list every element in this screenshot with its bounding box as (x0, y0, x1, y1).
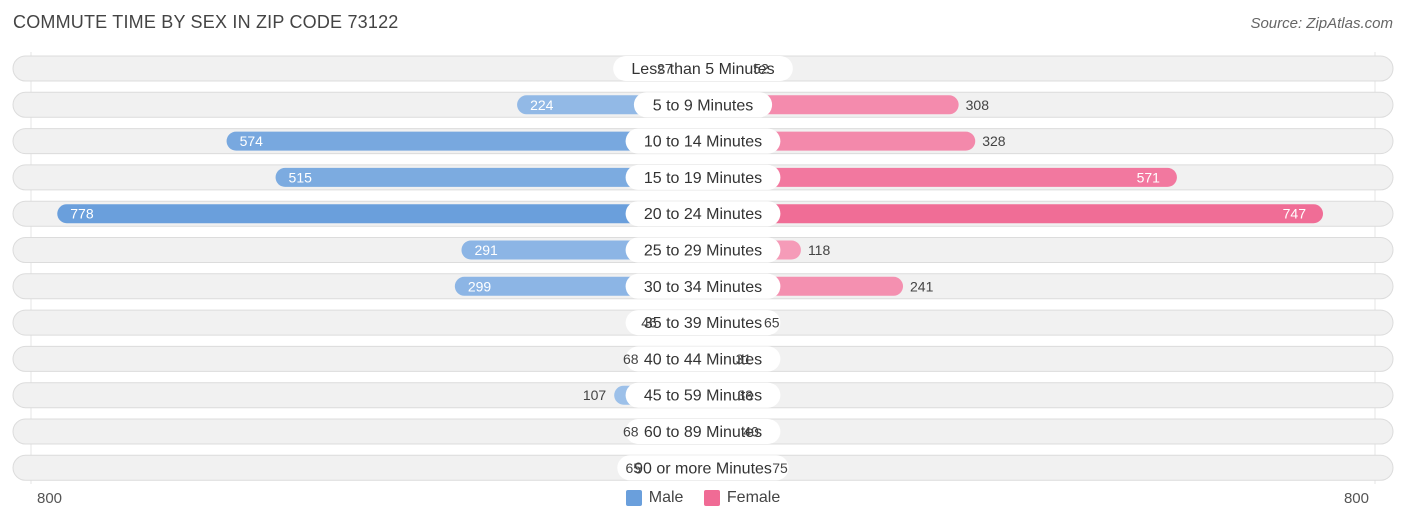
category-label: 30 to 34 Minutes (644, 279, 762, 296)
female-value-label: 52 (753, 61, 769, 77)
male-value-label: 68 (623, 351, 639, 367)
male-value-label: 778 (70, 206, 94, 222)
axis-right-label: 800 (1343, 490, 1369, 507)
legend-label-male: Male (648, 489, 684, 506)
male-value-label: 46 (641, 315, 657, 331)
category-pill (625, 201, 781, 227)
male-value-label: 224 (530, 97, 554, 113)
female-bar[interactable] (693, 167, 1177, 187)
bar-row: 60 to 89 Minutes 68 40 (12, 418, 1394, 445)
male-value-label: 574 (240, 133, 264, 149)
category-label: 20 to 24 Minutes (644, 206, 762, 223)
bar-row: 5 to 9 Minutes 224 308 (12, 91, 1394, 118)
category-pill (625, 382, 781, 408)
female-value-label: 241 (910, 278, 934, 294)
female-value-label: 33 (737, 387, 753, 403)
male-value-label: 299 (468, 278, 492, 294)
female-value-label: 571 (1137, 169, 1161, 185)
female-value-label: 75 (772, 460, 788, 476)
female-value-label: 747 (1283, 206, 1307, 222)
axis-left-label: 800 (37, 490, 63, 507)
category-pill (613, 56, 793, 81)
legend-swatch-male (625, 490, 642, 506)
female-value-label: 40 (743, 424, 759, 440)
female-value-label: 308 (966, 97, 990, 113)
category-pill (617, 455, 789, 481)
legend-label-female: Female (726, 489, 781, 506)
male-value-label: 27 (657, 61, 673, 77)
category-label: 25 to 29 Minutes (644, 243, 762, 260)
male-value-label: 515 (289, 169, 313, 185)
male-bar[interactable] (226, 131, 713, 151)
category-label: 5 to 9 Minutes (653, 97, 754, 114)
category-pill (625, 346, 781, 372)
category-label: 35 to 39 Minutes (644, 315, 762, 332)
legend: Male Female (0, 489, 1406, 511)
category-label: 10 to 14 Minutes (644, 134, 762, 151)
category-label: Less than 5 Minutes (631, 61, 774, 78)
male-value-label: 68 (623, 424, 639, 440)
category-pill (633, 92, 773, 118)
chart-title: COMMUTE TIME BY SEX IN ZIP CODE 73122 (13, 12, 399, 32)
bar-row: 20 to 24 Minutes 778 747 (12, 200, 1394, 227)
bar-row: 40 to 44 Minutes 68 31 (12, 345, 1394, 372)
female-value-label: 65 (764, 315, 780, 331)
category-pill (625, 419, 781, 444)
male-value-label: 107 (583, 387, 607, 403)
legend-item-male[interactable]: Male (625, 489, 684, 507)
bar-row: 15 to 19 Minutes 515 571 (12, 164, 1394, 191)
category-label: 45 to 59 Minutes (644, 388, 762, 405)
female-value-label: 328 (982, 133, 1006, 149)
female-value-label: 31 (736, 351, 752, 367)
category-label: 90 or more Minutes (634, 460, 772, 477)
category-pill (625, 310, 781, 336)
bar-row: 10 to 14 Minutes 574 328 (12, 128, 1394, 155)
female-value-label: 118 (808, 242, 831, 258)
category-pill (625, 128, 781, 154)
category-pill (625, 237, 781, 263)
category-pill (625, 273, 781, 299)
male-bar[interactable] (57, 204, 713, 224)
legend-item-female[interactable]: Female (703, 489, 781, 507)
legend-swatch-female (703, 490, 720, 506)
male-value-label: 65 (625, 460, 641, 476)
category-label: 40 to 44 Minutes (644, 351, 762, 368)
source-label: Source: ZipAtlas.com (1250, 15, 1393, 32)
category-label: 60 to 89 Minutes (644, 424, 762, 441)
male-value-label: 291 (474, 242, 498, 258)
male-bar[interactable] (275, 167, 713, 187)
category-pill (625, 164, 781, 190)
bar-row: 25 to 29 Minutes 291 118 (12, 237, 1394, 263)
bar-row: 45 to 59 Minutes 107 33 (12, 382, 1394, 409)
female-bar[interactable] (693, 204, 1324, 224)
bar-row: 30 to 34 Minutes 299 241 (12, 273, 1394, 300)
category-label: 15 to 19 Minutes (644, 170, 762, 187)
